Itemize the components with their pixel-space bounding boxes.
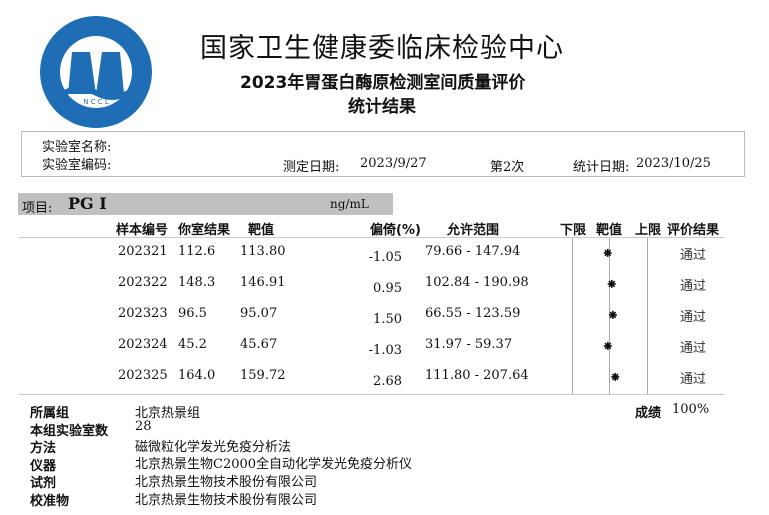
org-title: 国家卫生健康委临床检验中心: [200, 33, 564, 64]
sample-id: 202322: [118, 275, 168, 290]
your-result: 164.0: [178, 368, 216, 383]
your-result: 45.2: [178, 337, 207, 352]
calibrator-label: 校准物: [30, 494, 70, 509]
allowed-range: 31.97 - 59.37: [425, 337, 513, 352]
target-value: 113.80: [240, 244, 286, 259]
svg-text:N C C L: N C C L: [83, 98, 109, 106]
group-label: 所属组: [30, 406, 70, 421]
reagent-label: 试剂: [30, 476, 57, 491]
nccl-logo: N C C L: [40, 16, 152, 128]
bias-marker: ⁕: [601, 339, 614, 355]
bias-value: 1.50: [373, 312, 402, 327]
evaluation-result: 通过: [680, 310, 707, 325]
evaluation-result: 通过: [680, 248, 707, 263]
allowed-range: 79.66 - 147.94: [425, 244, 521, 259]
sample-id: 202324: [118, 337, 168, 352]
sample-id: 202323: [118, 306, 168, 321]
target-value: 146.91: [240, 275, 286, 290]
col-target: 靶值: [248, 223, 275, 238]
score-value: 100%: [672, 402, 710, 417]
calibrator-value: 北京热景生物技术股份有限公司: [135, 493, 318, 508]
col-sample-id: 样本编号: [116, 223, 169, 238]
project-bar: [18, 193, 393, 215]
lab-info-box: [21, 131, 745, 177]
evaluation-result: 通过: [680, 341, 707, 356]
bias-value: -1.05: [368, 250, 402, 265]
allowed-range: 66.55 - 123.59: [425, 306, 521, 321]
lab-code-label: 实验室编码:: [42, 158, 112, 173]
upper-limit-line: [647, 238, 648, 394]
instrument-value: 北京热景生物C2000全自动化学发光免疫分析仪: [135, 457, 413, 472]
count-value: 28: [135, 419, 152, 434]
reagent-value: 北京热景生物技术股份有限公司: [135, 475, 318, 490]
target-value: 45.67: [240, 337, 278, 352]
your-result: 112.6: [178, 244, 216, 259]
project-name: PG I: [68, 194, 107, 213]
score-label: 成绩: [635, 406, 662, 421]
lower-limit-line: [572, 238, 573, 394]
bias-value: -1.03: [368, 343, 402, 358]
test-date-label: 测定日期:: [283, 160, 340, 175]
count-label: 本组实验室数: [30, 424, 109, 439]
method-value: 磁微粒化学发光免疫分析法: [135, 440, 292, 455]
header-divider: [18, 237, 725, 238]
sample-id: 202325: [118, 368, 168, 383]
test-date: 2023/9/27: [360, 156, 427, 171]
col-lower: 下限: [560, 223, 587, 238]
target-value: 95.07: [240, 306, 278, 321]
col-upper: 上限: [635, 223, 662, 238]
report-subtitle-2: 统计结果: [348, 97, 416, 117]
col-range: 允许范围: [447, 223, 500, 238]
your-result: 96.5: [178, 306, 207, 321]
sample-id: 202321: [118, 244, 168, 259]
evaluation-result: 通过: [680, 372, 707, 387]
bias-value: 2.68: [373, 374, 402, 389]
project-label: 项目:: [22, 201, 53, 216]
project-unit: ng/mL: [330, 197, 369, 211]
bias-marker: ⁕: [609, 370, 622, 386]
col-your-result: 你室结果: [178, 223, 231, 238]
round: 第2次: [490, 160, 525, 175]
bias-marker: ⁕: [607, 308, 619, 324]
stat-date-label: 统计日期:: [573, 160, 630, 175]
bias-marker: ⁕: [605, 277, 618, 293]
target-line: [609, 238, 610, 394]
bias-marker: ⁕: [601, 246, 614, 262]
col-target-chart: 靶值: [596, 223, 623, 238]
allowed-range: 111.80 - 207.64: [425, 368, 529, 383]
lab-name-label: 实验室名称:: [42, 140, 112, 155]
instrument-label: 仪器: [30, 459, 57, 474]
group-value: 北京热景组: [135, 406, 201, 421]
allowed-range: 102.84 - 190.98: [425, 275, 529, 290]
bias-value: 0.95: [373, 281, 402, 296]
your-result: 148.3: [178, 275, 216, 290]
table-bottom-divider: [18, 394, 725, 395]
stat-date: 2023/10/25: [636, 156, 711, 171]
target-value: 159.72: [240, 368, 286, 383]
method-label: 方法: [30, 441, 57, 456]
evaluation-result: 通过: [680, 279, 707, 294]
col-bias: 偏倚(%): [370, 223, 421, 238]
report-subtitle: 2023年胃蛋白酶原检测室间质量评价: [240, 73, 526, 93]
col-evaluation: 评价结果: [667, 223, 720, 238]
